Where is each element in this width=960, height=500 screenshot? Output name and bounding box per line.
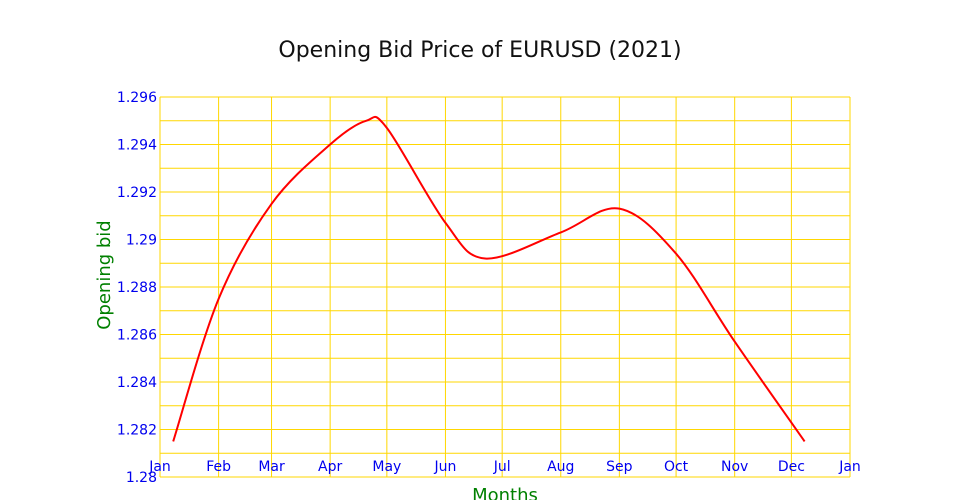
plot-grid <box>159 96 851 478</box>
x-tick-label: Jan <box>148 459 171 475</box>
y-tick-label: 1.292 <box>117 185 157 201</box>
y-axis-title: Opening bid <box>94 220 115 330</box>
x-tick-label: Oct <box>664 459 689 475</box>
x-tick-label: Feb <box>206 459 231 475</box>
x-tick-label: Jul <box>493 459 511 475</box>
x-tick-label: Dec <box>778 459 805 475</box>
x-tick-label: Jun <box>434 459 457 475</box>
y-tick-label: 1.282 <box>117 423 157 439</box>
x-tick-label: Nov <box>721 459 748 475</box>
y-tick-label: 1.296 <box>117 90 157 106</box>
y-axis-ticks: 1.28 1.282 1.284 1.286 1.288 1.29 1.292 1.294 1.… <box>117 90 157 486</box>
x-tick-label: Sep <box>606 459 633 475</box>
y-tick-label: 1.29 <box>126 233 157 249</box>
x-tick-label: May <box>372 459 401 475</box>
y-tick-label: 1.286 <box>117 328 157 344</box>
y-tick-label: 1.284 <box>117 375 157 391</box>
series-line <box>172 115 806 442</box>
x-axis-ticks: Jan Feb Mar Apr May Jun Jul Aug Sep Oct Nov Dec Jan <box>148 459 861 475</box>
x-tick-label: Aug <box>547 459 574 475</box>
y-tick-label: 1.288 <box>117 280 157 296</box>
y-tick-label: 1.28 <box>126 470 157 486</box>
y-tick-label: 1.294 <box>117 138 157 154</box>
x-tick-label: Mar <box>258 459 285 475</box>
x-tick-label: Jan <box>838 459 861 475</box>
x-tick-label: Apr <box>318 459 342 475</box>
x-axis-title: Months <box>472 485 538 500</box>
chart-title: Opening Bid Price of EURUSD (2021) <box>278 38 681 63</box>
